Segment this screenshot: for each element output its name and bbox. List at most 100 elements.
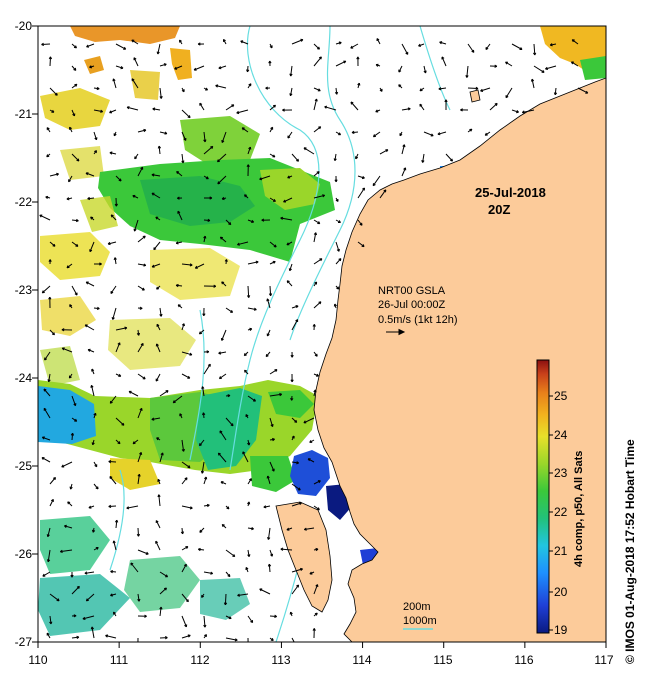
velocity-arrowhead (197, 42, 201, 46)
velocity-arrow (247, 615, 254, 623)
velocity-arrowhead (142, 376, 146, 380)
velocity-arrow (401, 43, 409, 55)
velocity-arrowhead (418, 43, 421, 47)
velocity-arrow (115, 65, 124, 69)
velocity-arrowhead (280, 547, 284, 551)
velocity-arrow (130, 562, 139, 573)
velocity-arrow (247, 549, 250, 557)
velocity-arrowhead (128, 390, 132, 394)
velocity-arrowhead (46, 127, 50, 131)
velocity-arrowhead (322, 194, 326, 198)
velocity-arrowhead (265, 86, 269, 90)
velocity-arrowhead (69, 304, 73, 308)
velocity-arrowhead (85, 598, 89, 602)
velocity-arrowhead (287, 135, 291, 139)
velocity-arrowhead (251, 219, 255, 223)
velocity-arrowhead (89, 249, 93, 253)
velocity-arrowhead (545, 66, 548, 70)
velocity-arrowhead (283, 199, 287, 203)
velocity-arrowhead (121, 422, 125, 426)
velocity-arrowhead (402, 144, 406, 148)
velocity-arrow (152, 108, 161, 111)
velocity-arrowhead (175, 241, 179, 245)
velocity-arrowhead (193, 67, 197, 71)
velocity-arrowhead (288, 268, 292, 272)
velocity-arrow (107, 241, 117, 245)
velocity-arrow (313, 43, 320, 50)
velocity-arrow (137, 129, 147, 133)
velocity-arrowhead (217, 452, 221, 456)
velocity-arrowhead (294, 419, 298, 423)
velocity-arrowhead (70, 574, 74, 578)
velocity-arrowhead (41, 290, 45, 294)
velocity-arrowhead (165, 390, 169, 394)
velocity-arrowhead (218, 66, 222, 70)
velocity-arrowhead (131, 39, 135, 43)
velocity-arrow (181, 615, 187, 627)
velocity-arrowhead (350, 45, 354, 49)
velocity-arrow (156, 324, 161, 331)
velocity-arrow (203, 363, 211, 375)
velocity-arrow (372, 175, 381, 186)
velocity-arrowhead (48, 296, 52, 300)
velocity-arrow (313, 258, 323, 265)
velocity-arrowhead (336, 248, 340, 252)
velocity-arrow (89, 241, 95, 252)
velocity-arrowhead (259, 177, 263, 181)
velocity-arrowhead (226, 506, 230, 510)
velocity-arrowhead (441, 56, 445, 60)
velocity-arrow (115, 342, 121, 353)
velocity-arrowhead (272, 260, 276, 264)
velocity-arrow (109, 476, 117, 485)
velocity-arrowhead (76, 585, 80, 589)
velocity-arrowhead (355, 156, 359, 160)
velocity-arrowhead (247, 646, 249, 648)
velocity-arrowhead (113, 611, 116, 615)
velocity-arrow (350, 101, 359, 111)
velocity-arrowhead (309, 571, 313, 575)
velocity-arrowhead (240, 40, 244, 44)
island (469, 89, 481, 103)
velocity-arrowhead (151, 417, 155, 421)
velocity-arrowhead (243, 353, 247, 357)
date-label: 25-Jul-2018 (475, 185, 546, 200)
velocity-arrow (137, 285, 145, 291)
velocity-arrowhead (163, 63, 167, 67)
velocity-arrow (268, 564, 271, 573)
velocity-arrowhead (152, 107, 156, 111)
velocity-arrowhead (314, 353, 318, 357)
velocity-arrowhead (206, 350, 210, 354)
velocity-arrowhead (437, 132, 441, 136)
velocity-arrowhead (41, 42, 45, 47)
velocity-arrow (199, 102, 205, 111)
velocity-arrowhead (398, 84, 402, 88)
velocity-arrow (335, 258, 342, 265)
velocity-arrowhead (361, 175, 365, 180)
velocity-arrow (467, 87, 479, 89)
velocity-arrowhead (383, 189, 387, 193)
velocity-arrowhead (450, 158, 453, 162)
velocity-arrowhead (132, 194, 136, 198)
velocity-arrow (247, 307, 257, 311)
velocity-arrow (280, 217, 293, 221)
colorbar-tick-label: 21 (554, 544, 568, 558)
velocity-arrow (398, 65, 403, 73)
velocity-arrow (423, 131, 434, 137)
velocity-arrowhead (90, 384, 94, 388)
velocity-arrowhead (359, 222, 363, 226)
velocity-arrowhead (296, 461, 299, 465)
velocity-arrow (61, 461, 73, 468)
velocity-arrowhead (43, 388, 47, 392)
velocity-arrowhead (73, 403, 77, 407)
velocity-arrow (181, 351, 193, 356)
velocity-arrow (467, 43, 475, 53)
velocity-arrowhead (217, 159, 221, 163)
velocity-arrowhead (41, 457, 45, 460)
velocity-arrow (335, 87, 338, 95)
velocity-arrow (44, 351, 51, 361)
velocity-arrowhead (113, 257, 117, 261)
velocity-arrowhead (84, 571, 88, 575)
velocity-arrowhead (68, 179, 72, 183)
velocity-arrowhead (96, 86, 100, 91)
velocity-arrowhead (398, 69, 402, 73)
